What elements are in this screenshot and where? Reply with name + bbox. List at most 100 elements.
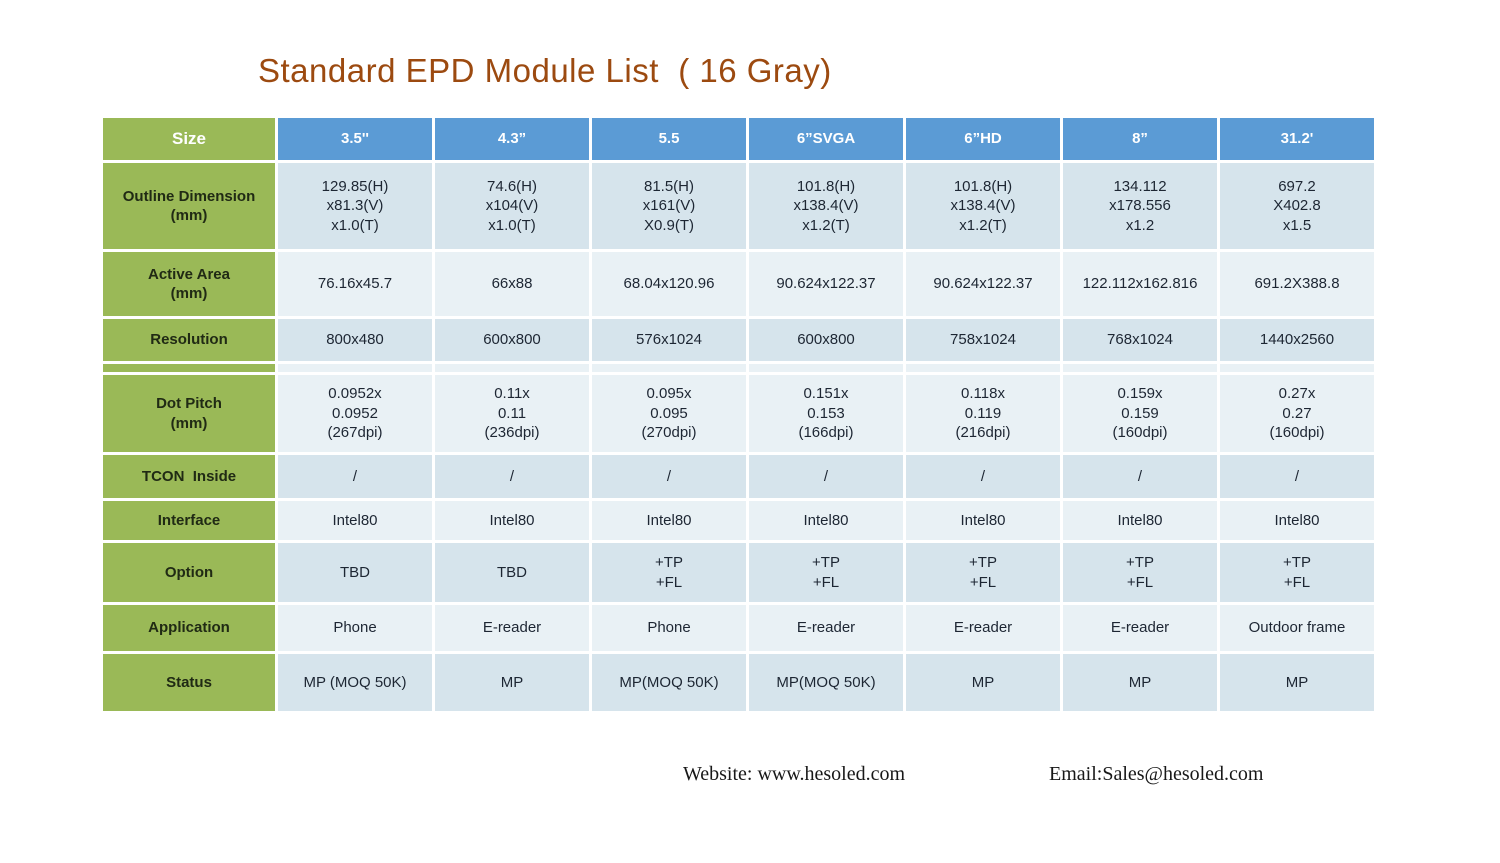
cell-status-4: MP [906,654,1060,711]
cell-dot-pitch-0: 0.0952x 0.0952 (267dpi) [278,375,432,452]
cell-tcon-inside-1: / [435,455,589,498]
cell-option-6: +TP +FL [1220,543,1374,602]
row-label-resolution: Resolution [103,319,275,361]
table-row-resolution: Resolution 800x480 600x800 576x1024 600x800 7… [103,319,1374,361]
table-row-spacer [103,364,1374,372]
website-text: Website: www.hesoled.com [683,763,906,785]
cell-active-area-0: 76.16x45.7 [278,252,432,316]
cell-status-6: MP [1220,654,1374,711]
table-row-application: Application Phone E-reader Phone E-reader E-r… [103,605,1374,651]
cell-active-area-4: 90.624x122.37 [906,252,1060,316]
cell-resolution-1: 600x800 [435,319,589,361]
cell-interface-1: Intel80 [435,501,589,540]
cell-resolution-3: 600x800 [749,319,903,361]
column-header-0: 3.5'' [278,118,432,160]
cell-outline-dimension-1: 74.6(H) x104(V) x1.0(T) [435,163,589,249]
cell-active-area-1: 66x88 [435,252,589,316]
cell-tcon-inside-3: / [749,455,903,498]
cell-dot-pitch-6: 0.27x 0.27 (160dpi) [1220,375,1374,452]
epd-module-table: Size 3.5'' 4.3” 5.5 6”SVGA 6”HD 8” 31.2' Outline… [100,115,1377,714]
cell-application-4: E-reader [906,605,1060,651]
row-label-interface: Interface [103,501,275,540]
cell-outline-dimension-4: 101.8(H) x138.4(V) x1.2(T) [906,163,1060,249]
cell-option-5: +TP +FL [1063,543,1217,602]
cell-status-5: MP [1063,654,1217,711]
row-label-status: Status [103,654,275,711]
row-label-option: Option [103,543,275,602]
cell-application-0: Phone [278,605,432,651]
column-header-1: 4.3” [435,118,589,160]
cell-status-0: MP (MOQ 50K) [278,654,432,711]
cell-tcon-inside-4: / [906,455,1060,498]
cell-spacer-2 [592,364,746,372]
cell-active-area-2: 68.04x120.96 [592,252,746,316]
table-row-status: Status MP (MOQ 50K) MP MP(MOQ 50K) MP(MOQ 50… [103,654,1374,711]
column-header-4: 6”HD [906,118,1060,160]
column-header-6: 31.2' [1220,118,1374,160]
cell-tcon-inside-2: / [592,455,746,498]
cell-active-area-6: 691.2X388.8 [1220,252,1374,316]
table-row-dot-pitch: Dot Pitch (mm) 0.0952x 0.0952 (267dpi) 0.1… [103,375,1374,452]
cell-interface-3: Intel80 [749,501,903,540]
cell-application-5: E-reader [1063,605,1217,651]
table-row-interface: Interface Intel80 Intel80 Intel80 Intel80 Int… [103,501,1374,540]
cell-resolution-2: 576x1024 [592,319,746,361]
table-row-outline-dimension: Outline Dimension (mm) 129.85(H) x81.3(V)… [103,163,1374,249]
cell-dot-pitch-5: 0.159x 0.159 (160dpi) [1063,375,1217,452]
cell-active-area-3: 90.624x122.37 [749,252,903,316]
row-label-active-area: Active Area (mm) [103,252,275,316]
header-row: Size 3.5'' 4.3” 5.5 6”SVGA 6”HD 8” 31.2' [103,118,1374,160]
column-header-3: 6”SVGA [749,118,903,160]
cell-option-4: +TP +FL [906,543,1060,602]
cell-outline-dimension-6: 697.2 X402.8 x1.5 [1220,163,1374,249]
cell-dot-pitch-1: 0.11x 0.11 (236dpi) [435,375,589,452]
cell-status-1: MP [435,654,589,711]
table-row-tcon-inside: TCON Inside / / / / / / / [103,455,1374,498]
cell-dot-pitch-3: 0.151x 0.153 (166dpi) [749,375,903,452]
cell-spacer-5 [1063,364,1217,372]
cell-interface-5: Intel80 [1063,501,1217,540]
cell-outline-dimension-0: 129.85(H) x81.3(V) x1.0(T) [278,163,432,249]
cell-application-2: Phone [592,605,746,651]
table-row-option: Option TBD TBD +TP +FL +TP +FL +TP +FL +TP +FL… [103,543,1374,602]
cell-interface-2: Intel80 [592,501,746,540]
cell-application-6: Outdoor frame [1220,605,1374,651]
cell-resolution-6: 1440x2560 [1220,319,1374,361]
cell-outline-dimension-5: 134.112 x178.556 x1.2 [1063,163,1217,249]
row-label-spacer [103,364,275,372]
row-label-tcon-inside: TCON Inside [103,455,275,498]
row-label-dot-pitch: Dot Pitch (mm) [103,375,275,452]
cell-spacer-0 [278,364,432,372]
column-header-2: 5.5 [592,118,746,160]
corner-header-size: Size [103,118,275,160]
cell-tcon-inside-6: / [1220,455,1374,498]
column-header-5: 8” [1063,118,1217,160]
cell-outline-dimension-3: 101.8(H) x138.4(V) x1.2(T) [749,163,903,249]
cell-option-3: +TP +FL [749,543,903,602]
row-label-outline-dimension: Outline Dimension (mm) [103,163,275,249]
cell-spacer-3 [749,364,903,372]
cell-application-1: E-reader [435,605,589,651]
cell-outline-dimension-2: 81.5(H) x161(V) X0.9(T) [592,163,746,249]
cell-spacer-1 [435,364,589,372]
row-label-application: Application [103,605,275,651]
page-title: Standard EPD Module List ( 16 Gray) [258,52,832,89]
cell-tcon-inside-0: / [278,455,432,498]
table-row-active-area: Active Area (mm) 76.16x45.7 66x88 68.04x120… [103,252,1374,316]
cell-dot-pitch-4: 0.118x 0.119 (216dpi) [906,375,1060,452]
cell-option-0: TBD [278,543,432,602]
cell-resolution-5: 768x1024 [1063,319,1217,361]
cell-spacer-4 [906,364,1060,372]
cell-status-2: MP(MOQ 50K) [592,654,746,711]
cell-dot-pitch-2: 0.095x 0.095 (270dpi) [592,375,746,452]
cell-interface-0: Intel80 [278,501,432,540]
cell-tcon-inside-5: / [1063,455,1217,498]
cell-application-3: E-reader [749,605,903,651]
cell-resolution-4: 758x1024 [906,319,1060,361]
cell-resolution-0: 800x480 [278,319,432,361]
cell-option-1: TBD [435,543,589,602]
cell-option-2: +TP +FL [592,543,746,602]
cell-interface-4: Intel80 [906,501,1060,540]
cell-active-area-5: 122.112x162.816 [1063,252,1217,316]
